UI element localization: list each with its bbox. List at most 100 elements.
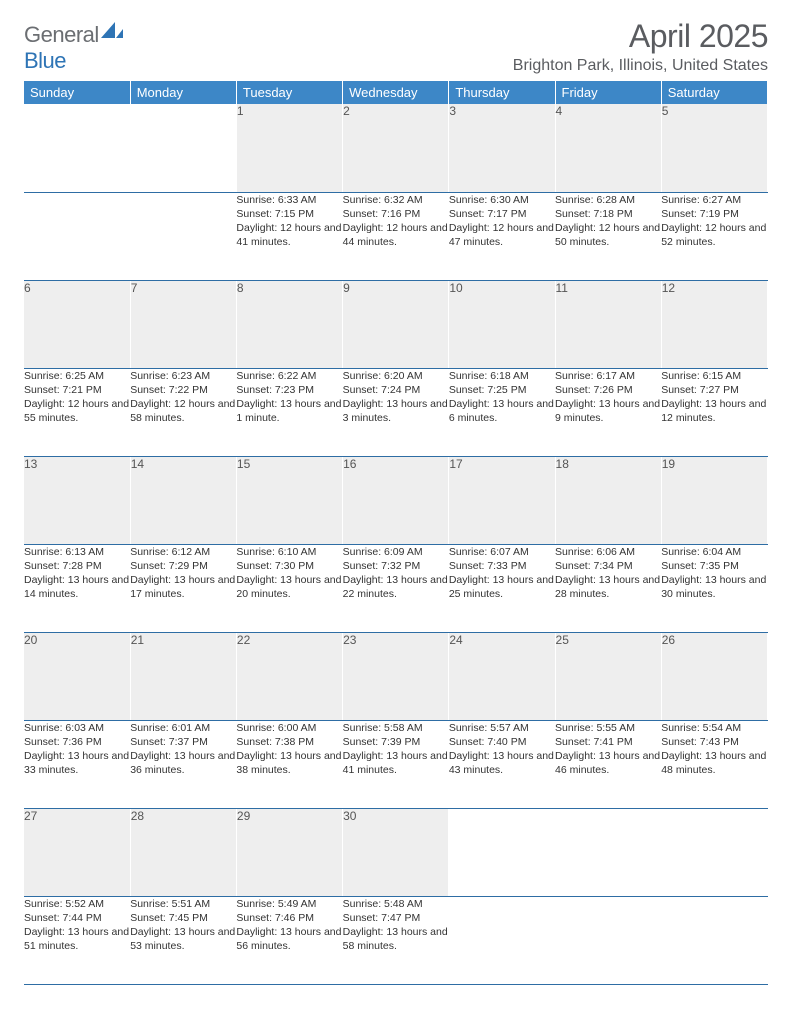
- sunset-text: Sunset: 7:30 PM: [236, 559, 342, 573]
- daylight-text: Daylight: 13 hours and 30 minutes.: [661, 573, 767, 601]
- sunrise-text: Sunrise: 6:22 AM: [236, 369, 342, 383]
- daylight-text: Daylight: 12 hours and 50 minutes.: [555, 221, 661, 249]
- day-cell: Sunrise: 6:09 AMSunset: 7:32 PMDaylight:…: [343, 544, 449, 632]
- day-header: Sunday: [24, 81, 130, 104]
- sunrise-text: Sunrise: 6:12 AM: [130, 545, 236, 559]
- day-cell: Sunrise: 5:55 AMSunset: 7:41 PMDaylight:…: [555, 720, 661, 808]
- sunset-text: Sunset: 7:38 PM: [236, 735, 342, 749]
- daylight-text: Daylight: 13 hours and 25 minutes.: [449, 573, 555, 601]
- daylight-text: Daylight: 13 hours and 41 minutes.: [343, 749, 449, 777]
- sunset-text: Sunset: 7:16 PM: [343, 207, 449, 221]
- sunset-text: Sunset: 7:17 PM: [449, 207, 555, 221]
- day-cell: Sunrise: 6:10 AMSunset: 7:30 PMDaylight:…: [236, 544, 342, 632]
- day-number: 18: [555, 456, 661, 544]
- day-number: 6: [24, 280, 130, 368]
- day-number: 27: [24, 808, 130, 896]
- daylight-text: Daylight: 13 hours and 43 minutes.: [449, 749, 555, 777]
- day-header: Thursday: [449, 81, 555, 104]
- day-cell: Sunrise: 5:51 AMSunset: 7:45 PMDaylight:…: [130, 896, 236, 984]
- page-header: General Blue April 2025 Brighton Park, I…: [24, 18, 768, 75]
- content-row: Sunrise: 6:03 AMSunset: 7:36 PMDaylight:…: [24, 720, 768, 808]
- sunset-text: Sunset: 7:26 PM: [555, 383, 661, 397]
- calendar-page: General Blue April 2025 Brighton Park, I…: [0, 0, 792, 1009]
- sunset-text: Sunset: 7:28 PM: [24, 559, 130, 573]
- sunrise-text: Sunrise: 5:51 AM: [130, 897, 236, 911]
- day-cell: Sunrise: 6:07 AMSunset: 7:33 PMDaylight:…: [449, 544, 555, 632]
- day-number: 21: [130, 632, 236, 720]
- daylight-text: Daylight: 13 hours and 51 minutes.: [24, 925, 130, 953]
- daylight-text: Daylight: 13 hours and 9 minutes.: [555, 397, 661, 425]
- sunset-text: Sunset: 7:34 PM: [555, 559, 661, 573]
- day-cell: Sunrise: 6:32 AMSunset: 7:16 PMDaylight:…: [343, 192, 449, 280]
- daynum-row: 27282930: [24, 808, 768, 896]
- sunset-text: Sunset: 7:44 PM: [24, 911, 130, 925]
- day-number: 5: [661, 104, 767, 192]
- sunrise-text: Sunrise: 6:20 AM: [343, 369, 449, 383]
- content-row: Sunrise: 6:33 AMSunset: 7:15 PMDaylight:…: [24, 192, 768, 280]
- sunrise-text: Sunrise: 5:48 AM: [343, 897, 449, 911]
- day-number: 16: [343, 456, 449, 544]
- daylight-text: Daylight: 13 hours and 33 minutes.: [24, 749, 130, 777]
- sunrise-text: Sunrise: 6:03 AM: [24, 721, 130, 735]
- day-cell: Sunrise: 5:57 AMSunset: 7:40 PMDaylight:…: [449, 720, 555, 808]
- day-cell: Sunrise: 6:25 AMSunset: 7:21 PMDaylight:…: [24, 368, 130, 456]
- day-cell: Sunrise: 6:03 AMSunset: 7:36 PMDaylight:…: [24, 720, 130, 808]
- daynum-row: 6789101112: [24, 280, 768, 368]
- day-cell: Sunrise: 6:18 AMSunset: 7:25 PMDaylight:…: [449, 368, 555, 456]
- day-number: [130, 104, 236, 192]
- day-cell: [555, 896, 661, 984]
- sunset-text: Sunset: 7:40 PM: [449, 735, 555, 749]
- sunset-text: Sunset: 7:35 PM: [661, 559, 767, 573]
- sunrise-text: Sunrise: 6:17 AM: [555, 369, 661, 383]
- sunset-text: Sunset: 7:15 PM: [236, 207, 342, 221]
- sunrise-text: Sunrise: 5:54 AM: [661, 721, 767, 735]
- logo-sail-icon: [101, 22, 123, 43]
- day-number: 7: [130, 280, 236, 368]
- daynum-row: 13141516171819: [24, 456, 768, 544]
- daylight-text: Daylight: 13 hours and 20 minutes.: [236, 573, 342, 601]
- day-cell: Sunrise: 6:30 AMSunset: 7:17 PMDaylight:…: [449, 192, 555, 280]
- sunset-text: Sunset: 7:41 PM: [555, 735, 661, 749]
- day-number: 11: [555, 280, 661, 368]
- day-number: 20: [24, 632, 130, 720]
- sunset-text: Sunset: 7:37 PM: [130, 735, 236, 749]
- day-cell: Sunrise: 6:04 AMSunset: 7:35 PMDaylight:…: [661, 544, 767, 632]
- content-row: Sunrise: 6:25 AMSunset: 7:21 PMDaylight:…: [24, 368, 768, 456]
- sunset-text: Sunset: 7:43 PM: [661, 735, 767, 749]
- sunset-text: Sunset: 7:36 PM: [24, 735, 130, 749]
- sunrise-text: Sunrise: 6:30 AM: [449, 193, 555, 207]
- daylight-text: Daylight: 13 hours and 6 minutes.: [449, 397, 555, 425]
- sunrise-text: Sunrise: 6:07 AM: [449, 545, 555, 559]
- daylight-text: Daylight: 13 hours and 36 minutes.: [130, 749, 236, 777]
- day-number: [555, 808, 661, 896]
- day-cell: [24, 192, 130, 280]
- day-cell: Sunrise: 6:06 AMSunset: 7:34 PMDaylight:…: [555, 544, 661, 632]
- sunset-text: Sunset: 7:21 PM: [24, 383, 130, 397]
- day-header: Wednesday: [343, 81, 449, 104]
- day-cell: Sunrise: 6:15 AMSunset: 7:27 PMDaylight:…: [661, 368, 767, 456]
- daynum-row: 12345: [24, 104, 768, 192]
- sunrise-text: Sunrise: 6:13 AM: [24, 545, 130, 559]
- logo-text: General Blue: [24, 22, 123, 74]
- day-number: 14: [130, 456, 236, 544]
- day-number: 26: [661, 632, 767, 720]
- day-number: 15: [236, 456, 342, 544]
- sunrise-text: Sunrise: 5:58 AM: [343, 721, 449, 735]
- sunrise-text: Sunrise: 6:10 AM: [236, 545, 342, 559]
- day-cell: Sunrise: 6:23 AMSunset: 7:22 PMDaylight:…: [130, 368, 236, 456]
- day-number: 23: [343, 632, 449, 720]
- daylight-text: Daylight: 13 hours and 1 minute.: [236, 397, 342, 425]
- day-cell: [449, 896, 555, 984]
- daynum-row: 20212223242526: [24, 632, 768, 720]
- daylight-text: Daylight: 12 hours and 58 minutes.: [130, 397, 236, 425]
- day-number: 22: [236, 632, 342, 720]
- day-number: 29: [236, 808, 342, 896]
- day-cell: Sunrise: 6:27 AMSunset: 7:19 PMDaylight:…: [661, 192, 767, 280]
- daylight-text: Daylight: 13 hours and 53 minutes.: [130, 925, 236, 953]
- day-cell: Sunrise: 5:58 AMSunset: 7:39 PMDaylight:…: [343, 720, 449, 808]
- sunrise-text: Sunrise: 6:23 AM: [130, 369, 236, 383]
- sunset-text: Sunset: 7:39 PM: [343, 735, 449, 749]
- day-cell: Sunrise: 6:17 AMSunset: 7:26 PMDaylight:…: [555, 368, 661, 456]
- day-number: 30: [343, 808, 449, 896]
- sunrise-text: Sunrise: 6:09 AM: [343, 545, 449, 559]
